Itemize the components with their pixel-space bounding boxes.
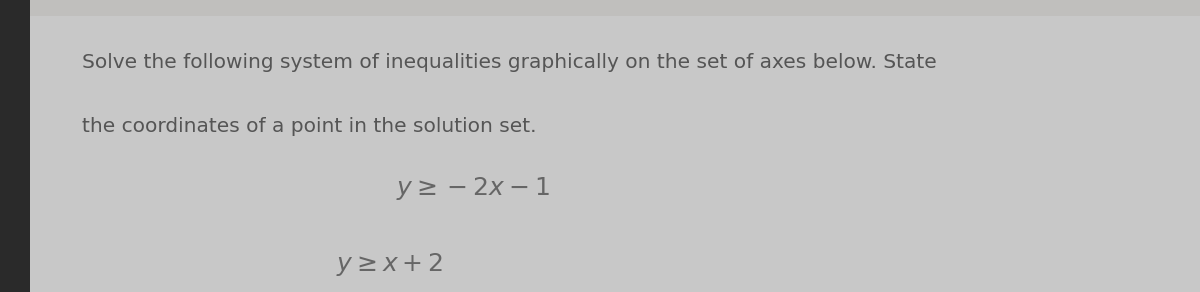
- Bar: [0, 0, 1200, 16]
- Bar: [0, 0, 30, 292]
- Text: the coordinates of a point in the solution set.: the coordinates of a point in the soluti…: [82, 117, 536, 136]
- Text: $y \geq -2x - 1$: $y \geq -2x - 1$: [396, 175, 550, 202]
- Text: Solve the following system of inequalities graphically on the set of axes below.: Solve the following system of inequaliti…: [82, 53, 936, 72]
- Text: $y \geq x + 2$: $y \geq x + 2$: [336, 251, 443, 278]
